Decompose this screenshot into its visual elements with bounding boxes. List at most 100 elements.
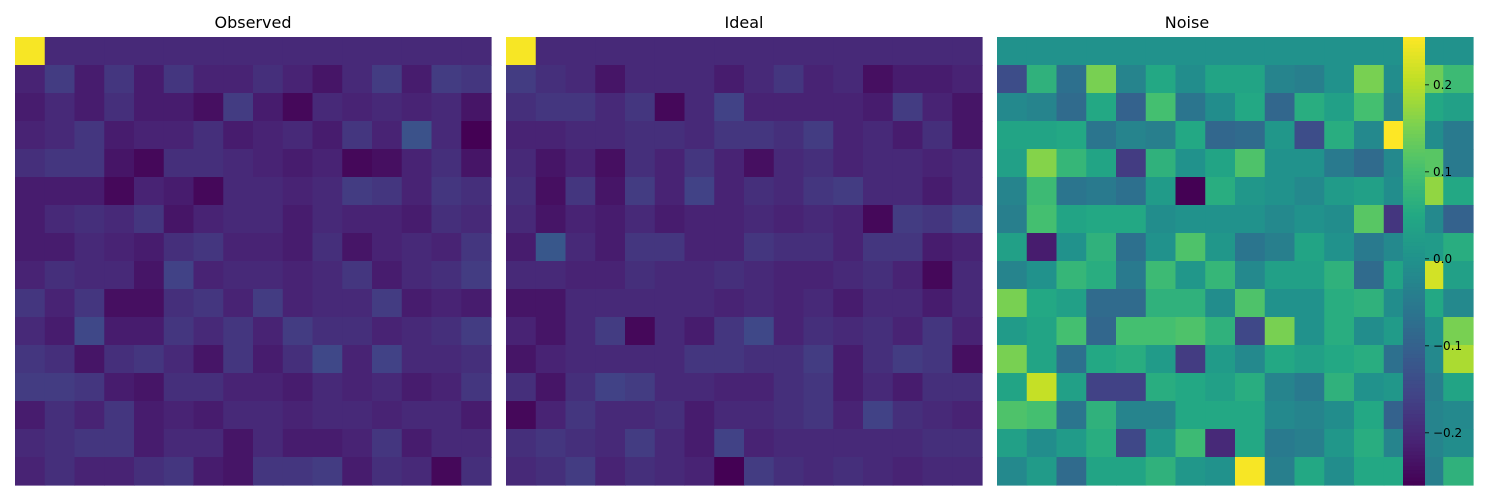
colorbar-segment <box>1403 178 1425 184</box>
heatmap-cell <box>342 373 373 402</box>
heatmap-cell <box>625 177 656 206</box>
colorbar-segment <box>1403 477 1425 482</box>
heatmap-cell <box>1294 93 1325 122</box>
heatmap-cell <box>922 65 953 94</box>
colorbar-segment <box>1403 275 1425 281</box>
heatmap-cell <box>952 345 983 374</box>
heatmap-cell <box>1145 429 1177 458</box>
heatmap-cell <box>74 177 105 206</box>
heatmap-cell <box>1264 93 1296 122</box>
heatmap-observed: Observed <box>15 13 492 486</box>
heatmap-cell <box>223 233 254 262</box>
heatmap-cell <box>193 65 224 94</box>
heatmap-cell <box>833 233 864 262</box>
heatmap-cell <box>312 345 343 374</box>
colorbar-segment <box>1403 216 1425 221</box>
heatmap-cell <box>312 401 343 430</box>
colorbar-segment <box>1403 447 1425 452</box>
heatmap-cell <box>997 93 1028 122</box>
heatmap-cell <box>506 149 537 178</box>
heatmap-cell <box>1026 121 1058 150</box>
heatmap-cell <box>134 205 165 234</box>
heatmap-cell <box>193 149 224 178</box>
heatmap-cell <box>44 177 76 206</box>
heatmap-cell <box>253 65 284 94</box>
heatmap-cell <box>1145 205 1177 234</box>
heatmap-cell <box>163 289 195 318</box>
heatmap-cell <box>1235 65 1266 94</box>
heatmap-cell <box>1175 121 1206 150</box>
heatmap-cell <box>654 261 686 290</box>
heatmap-cell <box>193 93 224 122</box>
heatmap-cell <box>431 205 462 234</box>
heatmap-cell <box>223 149 254 178</box>
heatmap-cell <box>625 345 656 374</box>
heatmap-cell <box>773 401 805 430</box>
heatmap-cell <box>1205 93 1236 122</box>
heatmap-cell <box>997 345 1028 374</box>
heatmap-cell <box>565 429 596 458</box>
heatmap-cell <box>1086 233 1117 262</box>
heatmap-cell <box>461 345 492 374</box>
colorbar-segment <box>1403 410 1425 415</box>
heatmap-cell <box>565 289 596 318</box>
heatmap-cell <box>1324 317 1355 346</box>
heatmap-cell <box>1175 149 1206 178</box>
heatmap-cell <box>1175 93 1206 122</box>
heatmap-cell <box>922 37 953 66</box>
heatmap-cell <box>223 373 254 402</box>
heatmap-cell <box>1116 457 1147 486</box>
heatmap-cell <box>372 121 403 150</box>
heatmap-cell <box>833 177 864 206</box>
heatmap-cell <box>803 149 834 178</box>
heatmap-cell <box>342 93 373 122</box>
heatmap-cell <box>595 121 626 150</box>
heatmap-cell <box>1324 457 1355 486</box>
heatmap-cell <box>253 317 284 346</box>
colorbar-segment <box>1403 85 1425 90</box>
heatmap-cell <box>863 345 894 374</box>
heatmap-cell <box>892 317 924 346</box>
heatmap-cell <box>431 65 462 94</box>
heatmap-cell <box>863 317 894 346</box>
colorbar-segment <box>1403 414 1425 419</box>
heatmap-cell <box>104 121 135 150</box>
heatmap-cell <box>342 345 373 374</box>
heatmap-cell <box>1294 121 1325 150</box>
colorbar-segment <box>1403 272 1425 277</box>
heatmap-cell <box>773 93 805 122</box>
heatmap-cell <box>565 233 596 262</box>
colorbar-segment <box>1403 93 1425 98</box>
heatmap-cell <box>44 93 76 122</box>
heatmap-cell <box>803 93 834 122</box>
heatmap-cell <box>684 205 715 234</box>
heatmap-cell <box>193 429 224 458</box>
heatmap-cell <box>1443 65 1474 94</box>
heatmap-cell <box>595 373 626 402</box>
colorbar-segment <box>1403 287 1425 292</box>
heatmap-cell <box>952 317 983 346</box>
heatmap-cell <box>773 205 805 234</box>
heatmap-cell <box>1294 65 1325 94</box>
heatmap-cell <box>312 37 343 66</box>
heatmap-cell <box>1145 177 1177 206</box>
heatmap-cell <box>461 289 492 318</box>
heatmap-cell <box>44 149 76 178</box>
colorbar-segment <box>1403 380 1425 385</box>
heatmap-cell <box>625 429 656 458</box>
heatmap-cell <box>714 401 745 430</box>
heatmap-cell <box>922 261 953 290</box>
heatmap-cell <box>863 373 894 402</box>
heatmap-cell <box>282 317 314 346</box>
heatmap-cell <box>372 373 403 402</box>
heatmap-cell <box>193 317 224 346</box>
heatmap-cell <box>104 205 135 234</box>
heatmap-cell <box>1354 205 1385 234</box>
heatmap-cell <box>74 401 105 430</box>
heatmap-cell <box>1205 149 1236 178</box>
heatmap-cell <box>506 121 537 150</box>
heatmap-cell <box>401 261 433 290</box>
heatmap-cell <box>1145 401 1177 430</box>
heatmap-cell <box>565 121 596 150</box>
heatmap-cell <box>1086 37 1117 66</box>
